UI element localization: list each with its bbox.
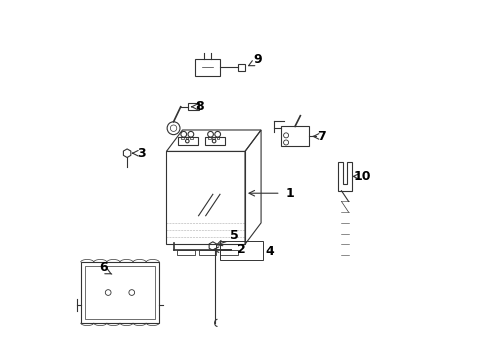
Text: 5: 5 — [230, 229, 239, 242]
Text: 9: 9 — [253, 53, 262, 66]
Text: 7: 7 — [318, 130, 326, 143]
Text: 10: 10 — [353, 170, 371, 183]
Text: 2: 2 — [237, 243, 246, 256]
Text: 1: 1 — [285, 187, 294, 200]
Text: 4: 4 — [266, 245, 274, 258]
Text: 6: 6 — [99, 261, 108, 274]
Text: 3: 3 — [137, 147, 146, 160]
Text: 8: 8 — [196, 100, 204, 113]
